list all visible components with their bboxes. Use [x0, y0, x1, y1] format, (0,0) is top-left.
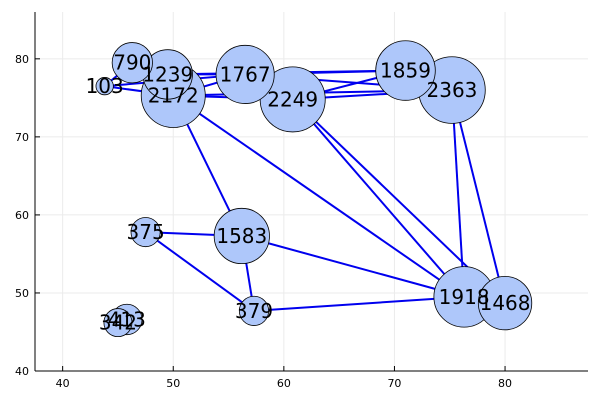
node-label-342: 342 — [99, 311, 137, 335]
node-label-790: 790 — [113, 51, 151, 75]
node-379 — [238, 295, 270, 326]
node-label-1583: 1583 — [216, 224, 267, 248]
x-tick-label: 60 — [277, 377, 291, 390]
edge-2363-1468 — [450, 89, 507, 304]
x-tick-label: 40 — [56, 377, 70, 390]
node-103 — [95, 77, 114, 96]
node-label-1918: 1918 — [439, 285, 490, 309]
node-label-1468: 1468 — [480, 291, 531, 315]
tick-labels: 40 50 60 70 80 40 50 60 70 80 — [15, 53, 512, 390]
edge-375-379 — [145, 231, 255, 312]
edge-2172-1918 — [172, 94, 465, 298]
node-label-375: 375 — [127, 220, 165, 244]
edge-1583-1918 — [241, 235, 465, 298]
node-1767 — [215, 44, 275, 104]
edge-2363-1918 — [450, 89, 466, 297]
x-tick-label: 50 — [166, 377, 180, 390]
node-790 — [111, 42, 153, 84]
node-label-103: 103 — [86, 74, 124, 98]
node-1468 — [477, 275, 533, 331]
node-label-413: 413 — [108, 307, 146, 331]
node-342 — [103, 308, 133, 338]
node-1583 — [213, 207, 270, 265]
node-label-2363: 2363 — [427, 78, 478, 102]
y-tick-label: 60 — [15, 209, 29, 222]
node-label-2172: 2172 — [148, 84, 199, 108]
edge-379-1918 — [253, 295, 465, 312]
y-tick-label: 50 — [15, 287, 29, 300]
node-label-1767: 1767 — [220, 62, 271, 86]
y-tick-label: 40 — [15, 365, 29, 378]
y-tick-label: 80 — [15, 53, 29, 66]
node-label-1859: 1859 — [380, 59, 431, 83]
node-label-379: 379 — [235, 299, 273, 323]
node-label-2249: 2249 — [267, 87, 318, 111]
node-1859 — [375, 40, 436, 101]
axes — [34, 12, 588, 372]
y-tick-label: 70 — [15, 131, 29, 144]
node-375 — [130, 217, 161, 248]
nodes — [95, 40, 533, 338]
x-tick-label: 70 — [387, 377, 401, 390]
node-label-1239: 1239 — [142, 62, 193, 86]
x-tick-label: 80 — [498, 377, 512, 390]
edge-2249-1918 — [291, 98, 465, 298]
